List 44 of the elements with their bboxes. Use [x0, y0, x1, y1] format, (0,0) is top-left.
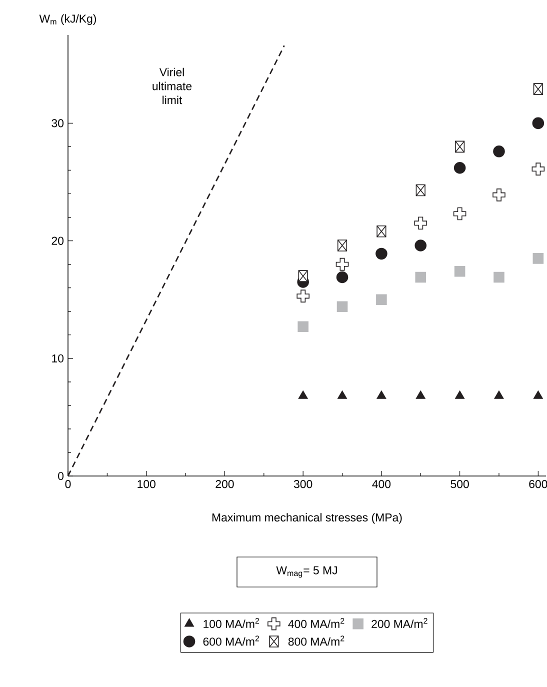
- x-tick-label: 300: [294, 480, 312, 488]
- point: [414, 216, 428, 230]
- point: [494, 390, 504, 399]
- point: [376, 294, 387, 305]
- x-tick-label: 400: [372, 480, 391, 488]
- point: [336, 271, 348, 284]
- legend-label: 600 MA/m$^{2}$: [203, 636, 260, 646]
- point: [376, 390, 386, 399]
- x-tick-label: 100: [138, 480, 156, 488]
- point: [416, 390, 426, 399]
- point: [298, 321, 308, 332]
- y-tick-label: 10: [52, 354, 64, 362]
- legend-label: 100 MA/m$^{2}$: [204, 618, 260, 628]
- y-tick-label: 20: [52, 236, 64, 245]
- legend-label: 200 MA/m$^{2}$: [372, 618, 428, 628]
- x-tick-label: 600: [529, 480, 547, 488]
- legend-label: 800 MA/m$^{2}$: [288, 636, 344, 646]
- y-axis-title: W$_{m}$ (kJ/Kg): [39, 14, 96, 25]
- text: W$_{mag}$= 5 MJ: [276, 566, 337, 578]
- x-axis-title: Maximum mechanical stresses (MPa): [212, 513, 402, 524]
- point: [455, 390, 465, 399]
- y-tick-label: 0: [58, 472, 64, 480]
- y-tick-label: 30: [52, 119, 64, 128]
- point: [494, 272, 504, 283]
- point: [415, 272, 426, 283]
- point: [453, 207, 466, 220]
- point: [414, 240, 427, 252]
- point: [298, 390, 308, 399]
- x-tick-label: 200: [216, 480, 234, 488]
- annotation: Viriel ultimate limit: [152, 68, 192, 104]
- point: [296, 290, 310, 302]
- point: [532, 162, 545, 176]
- x-tick-label: 0: [65, 480, 71, 488]
- point: [532, 253, 544, 264]
- legend-label: 400 MA/m$^{2}$: [288, 618, 344, 628]
- point: [454, 266, 466, 277]
- point: [376, 248, 388, 260]
- x-tick-label: 500: [450, 480, 469, 488]
- point: [336, 258, 349, 271]
- point: [492, 188, 506, 202]
- point: [336, 301, 348, 312]
- point: [454, 162, 466, 174]
- point: [338, 390, 347, 399]
- point: [493, 146, 505, 158]
